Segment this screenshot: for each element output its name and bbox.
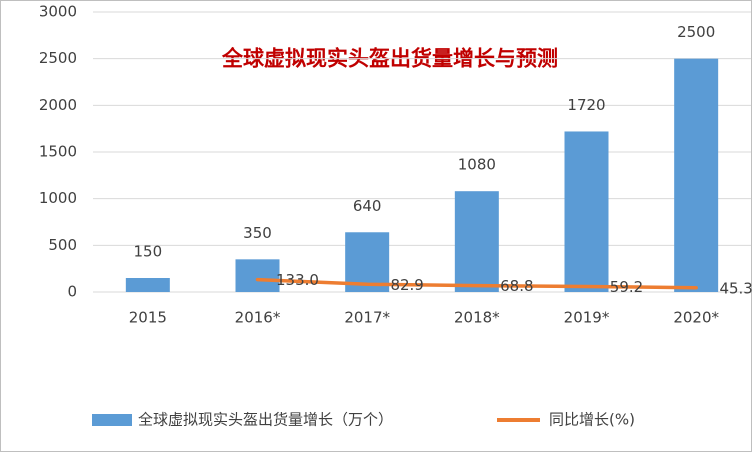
bar (235, 259, 280, 292)
line-value-label: 59.2 (610, 278, 643, 296)
y-tick-label: 1000 (39, 189, 77, 207)
line (255, 277, 698, 290)
bar-value-label: 350 (243, 224, 272, 242)
bar-value-label: 2500 (677, 23, 715, 41)
y-tick-label: 0 (67, 283, 77, 301)
x-tick-label: 2015 (129, 309, 167, 327)
x-tick-label: 2020* (673, 309, 719, 327)
legend-swatch (92, 414, 132, 426)
legend-label: 全球虚拟现实头盔出货量增长（万个） (138, 411, 393, 429)
bar (125, 278, 170, 292)
bar-value-label: 640 (353, 197, 382, 215)
chart-title: 全球虚拟现实头盔出货量增长与预测 (221, 46, 558, 71)
bar (674, 58, 719, 292)
x-tick-label: 2016* (235, 309, 281, 327)
x-tick-label: 2019* (564, 309, 610, 327)
y-tick-label: 2500 (39, 49, 77, 67)
y-tick-label: 1500 (39, 143, 77, 161)
legend-label: 同比增长(%) (549, 411, 635, 429)
y-tick-label: 2000 (39, 96, 77, 114)
line-value-label: 82.9 (390, 276, 423, 294)
bar (564, 131, 609, 292)
line-value-label: 45.3 (719, 279, 752, 297)
bar-value-label: 1080 (458, 156, 496, 174)
line-value-label: 133.0 (276, 271, 319, 289)
x-tick-label: 2018* (454, 309, 500, 327)
y-tick-label: 3000 (39, 3, 77, 21)
x-tick-label: 2017* (344, 309, 390, 327)
bar-value-label: 1720 (567, 96, 605, 114)
bar-value-label: 150 (134, 243, 163, 261)
line-value-label: 68.8 (500, 277, 533, 295)
bar (454, 191, 499, 292)
y-tick-label: 500 (48, 236, 77, 254)
